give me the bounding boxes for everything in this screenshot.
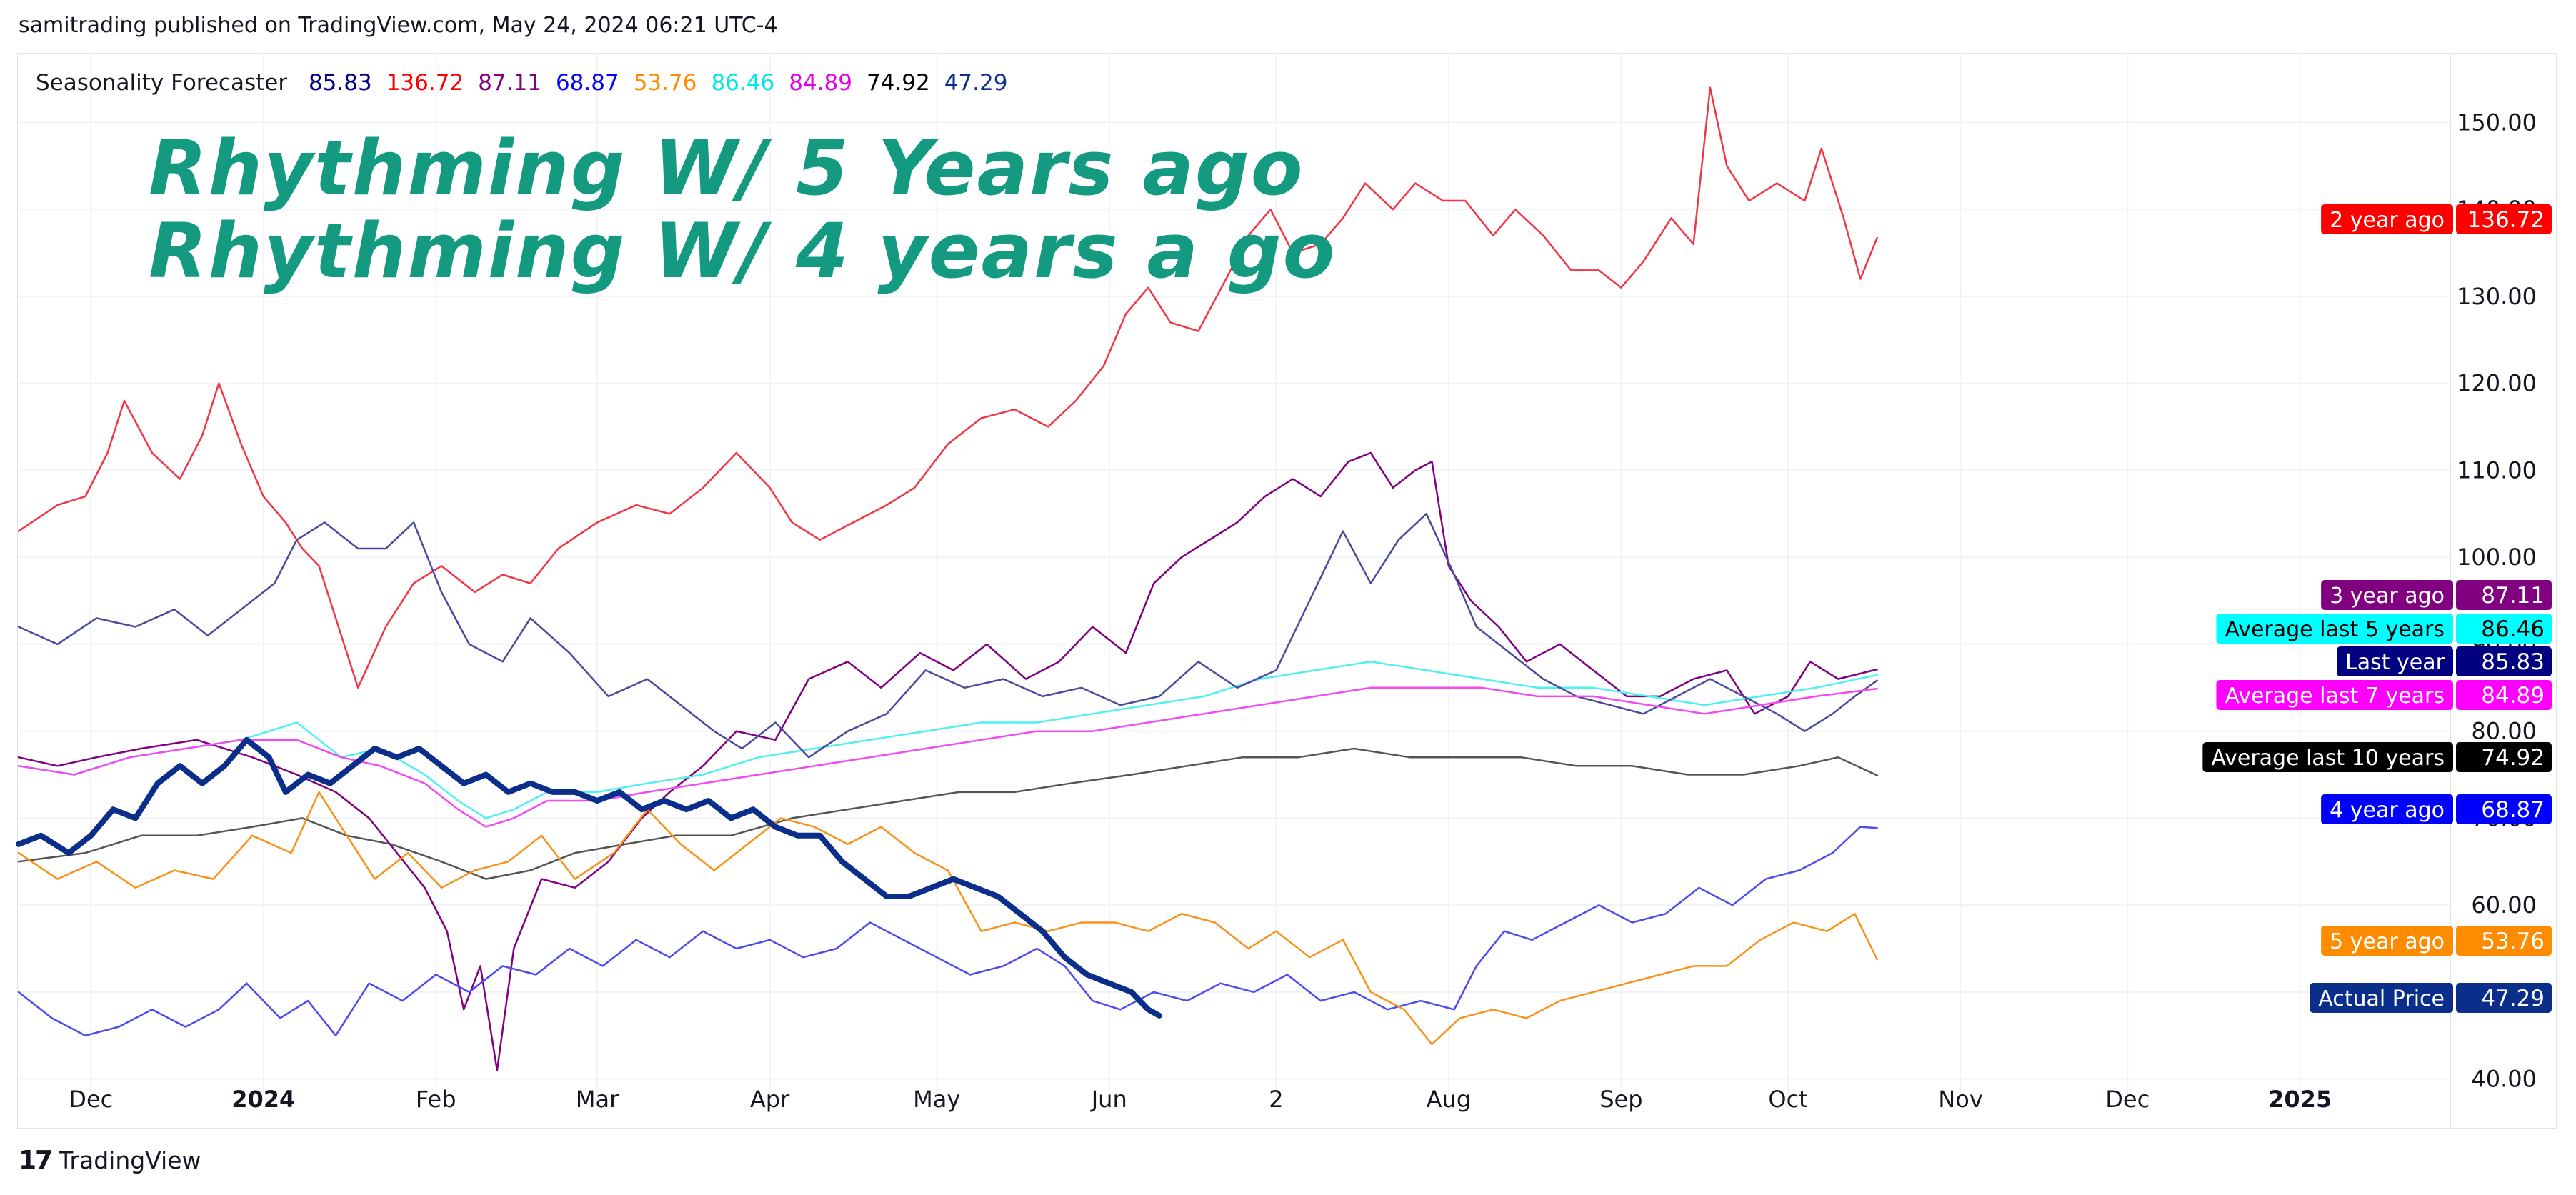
legend-value-0: 85.83 bbox=[308, 70, 372, 96]
series-line-actual-price bbox=[16, 736, 1162, 1019]
legend-value-7: 74.92 bbox=[866, 70, 930, 96]
price-value-tag: 53.76 bbox=[2481, 929, 2545, 954]
price-value-tag-bg bbox=[2456, 983, 2552, 1013]
tradingview-logo-icon: 17 bbox=[19, 1146, 53, 1175]
x-tick-label: 2 bbox=[1269, 1086, 1283, 1113]
price-labels: 136.72 2 year ago 87.11 3 year ago 86.46 Aver… bbox=[2202, 204, 2552, 1013]
price-value-tag: 84.89 bbox=[2481, 683, 2545, 709]
series-layer bbox=[16, 86, 1878, 1071]
price-value-tag: 68.87 bbox=[2481, 797, 2545, 823]
x-tick-label: Oct bbox=[1768, 1086, 1807, 1113]
x-tick-label: Sep bbox=[1599, 1086, 1642, 1113]
y-tick-label: 60.00 bbox=[2471, 891, 2537, 919]
price-value-tag-bg bbox=[2456, 794, 2552, 824]
price-value-tag-bg bbox=[2456, 646, 2552, 676]
series-name-tag-bg bbox=[2216, 680, 2453, 710]
x-axis[interactable]: Dec 2024 Feb Mar Apr May Jun 2 Aug Sep Oct Nov Dec 20… bbox=[69, 1086, 2332, 1113]
legend-value-3: 68.87 bbox=[555, 70, 619, 96]
legend-values: 85.83 136.72 87.11 68.87 53.76 86.46 84.89 74.9… bbox=[309, 70, 1022, 96]
x-tick-label: Dec bbox=[2105, 1086, 2150, 1113]
x-tick-label: Aug bbox=[1427, 1086, 1471, 1113]
x-tick-label: 2024 bbox=[231, 1086, 295, 1113]
price-value-tag: 86.46 bbox=[2481, 616, 2545, 642]
y-tick-label: 110.00 bbox=[2457, 456, 2537, 484]
legend-value-8: 47.29 bbox=[944, 70, 1008, 96]
series-name-tag: Average last 5 years bbox=[2225, 617, 2445, 642]
x-tick-label: Apr bbox=[750, 1086, 790, 1113]
x-tick-label: Dec bbox=[69, 1086, 113, 1113]
series-name-tag: Average last 7 years bbox=[2225, 684, 2445, 709]
footer-branding[interactable]: 17 TradingView bbox=[19, 1146, 201, 1175]
price-value-tag-bg bbox=[2456, 742, 2552, 772]
series-name-tag: 2 year ago bbox=[2330, 208, 2445, 233]
legend-value-1: 136.72 bbox=[386, 70, 464, 96]
price-value-tag-bg bbox=[2456, 580, 2552, 610]
series-name-tag: 5 year ago bbox=[2330, 929, 2445, 954]
series-line-4-year-ago bbox=[17, 826, 1878, 1037]
series-line-2-year-ago bbox=[17, 86, 1878, 689]
series-name-tag-bg bbox=[2321, 794, 2453, 824]
series-name-tag-bg bbox=[2202, 742, 2453, 772]
publish-line: samitrading published on TradingView.com… bbox=[19, 13, 778, 38]
series-name-tag: 3 year ago bbox=[2330, 584, 2445, 609]
series-name-tag-bg bbox=[2337, 646, 2453, 676]
series-line-average-last-10-years bbox=[17, 747, 1878, 880]
x-tick-label: Feb bbox=[416, 1086, 456, 1113]
price-value-tag: 87.11 bbox=[2481, 583, 2545, 609]
price-value-tag-bg bbox=[2456, 926, 2552, 956]
price-value-tag: 85.83 bbox=[2481, 649, 2545, 675]
overlay-line-1: Rhythming W/ 5 Years ago bbox=[149, 124, 1304, 212]
y-tick-label: 40.00 bbox=[2471, 1066, 2537, 1093]
series-name-tag: 4 year ago bbox=[2330, 798, 2445, 823]
y-tick-label: 150.00 bbox=[2457, 109, 2537, 136]
chart-frame bbox=[17, 53, 2557, 1129]
price-value-tag-bg bbox=[2456, 614, 2552, 644]
x-tick-label: Mar bbox=[576, 1086, 619, 1113]
series-name-tag-bg bbox=[2321, 204, 2453, 234]
legend-value-4: 53.76 bbox=[633, 70, 697, 96]
x-tick-label: Jun bbox=[1090, 1086, 1127, 1113]
series-line-3-year-ago bbox=[17, 451, 1878, 1071]
series-line-average-last-7-years bbox=[17, 686, 1878, 828]
x-tick-label: 2025 bbox=[2268, 1086, 2332, 1113]
y-tick-label: 130.00 bbox=[2457, 283, 2537, 310]
series-name-tag: Actual Price bbox=[2318, 986, 2445, 1011]
series-name-tag: Average last 10 years bbox=[2211, 746, 2445, 771]
series-line-5-year-ago bbox=[17, 791, 1878, 1046]
indicator-legend[interactable]: Seasonality Forecaster 85.83 136.72 87.11 6… bbox=[36, 70, 1036, 96]
y-tick-label: 120.00 bbox=[2457, 370, 2537, 397]
x-tick-label: May bbox=[913, 1086, 960, 1113]
series-name-tag-bg bbox=[2216, 614, 2453, 644]
series-line-last-year bbox=[17, 513, 1878, 759]
legend-indicator-name: Seasonality Forecaster bbox=[36, 70, 288, 96]
series-name-tag: Last year bbox=[2345, 650, 2445, 675]
y-tick-label: 80.00 bbox=[2471, 718, 2537, 745]
x-tick-label: Nov bbox=[1938, 1086, 1982, 1113]
legend-value-6: 84.89 bbox=[789, 70, 852, 96]
series-name-tag-bg bbox=[2321, 926, 2453, 956]
grid-layer bbox=[19, 53, 2451, 1129]
price-value-tag: 74.92 bbox=[2481, 745, 2545, 771]
overlay-line-2: Rhythming W/ 4 years a go bbox=[149, 207, 1337, 295]
series-name-tag-bg bbox=[2321, 580, 2453, 610]
price-value-tag: 136.72 bbox=[2467, 207, 2545, 233]
legend-value-5: 86.46 bbox=[711, 70, 775, 96]
series-name-tag-bg bbox=[2310, 983, 2453, 1013]
price-value-tag-bg bbox=[2456, 204, 2552, 234]
y-tick-label: 100.00 bbox=[2457, 544, 2537, 571]
overlay-annotation: Rhythming W/ 5 Years ago Rhythming W/ 4 … bbox=[149, 127, 1336, 293]
price-value-tag: 47.29 bbox=[2481, 986, 2545, 1011]
brand-name: TradingView bbox=[59, 1146, 201, 1174]
legend-value-2: 87.11 bbox=[478, 70, 541, 96]
price-value-tag-bg bbox=[2456, 680, 2552, 710]
